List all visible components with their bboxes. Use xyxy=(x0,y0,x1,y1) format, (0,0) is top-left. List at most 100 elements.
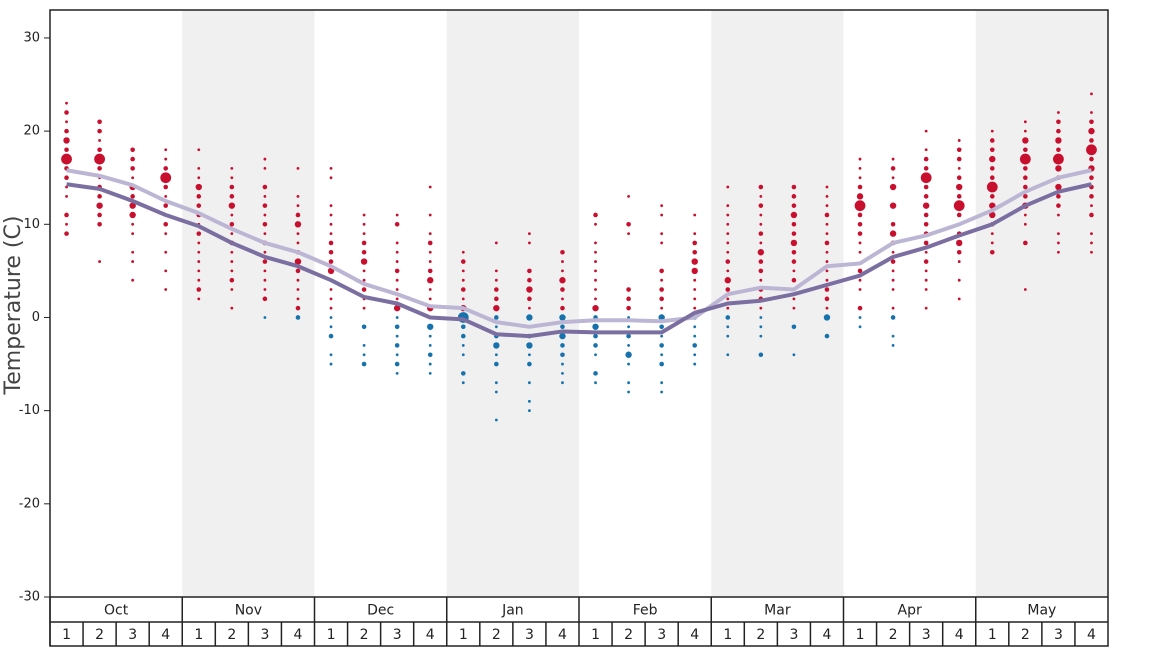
temperature-dot xyxy=(97,147,102,153)
temperature-dot xyxy=(427,277,434,284)
temperature-dot xyxy=(494,287,499,292)
temperature-dot xyxy=(758,259,764,264)
temperature-dot xyxy=(1023,166,1028,171)
temperature-dot xyxy=(295,305,301,311)
temperature-dot xyxy=(891,288,895,291)
temperature-dot xyxy=(1057,111,1060,114)
temperature-dot xyxy=(263,194,267,198)
temperature-dot xyxy=(824,333,830,339)
temperature-dot xyxy=(131,232,135,236)
temperature-dot xyxy=(461,381,465,385)
temperature-dot xyxy=(1088,127,1095,135)
temperature-dot xyxy=(726,353,730,357)
temperature-dot xyxy=(891,278,895,282)
temperature-dot xyxy=(1055,137,1062,144)
week-label: 3 xyxy=(657,627,666,643)
temperature-dot xyxy=(758,184,764,190)
temperature-dot xyxy=(362,232,366,236)
temperature-dot xyxy=(1022,137,1029,144)
temperature-dot xyxy=(329,297,333,301)
temperature-dot xyxy=(693,278,697,282)
temperature-dot xyxy=(1086,144,1097,156)
temperature-dot xyxy=(329,316,333,319)
temperature-dot xyxy=(594,278,597,282)
temperature-dot xyxy=(263,278,267,282)
temperature-dot xyxy=(361,249,367,255)
temperature-dot xyxy=(560,343,565,348)
week-label: 4 xyxy=(426,627,435,643)
temperature-dot xyxy=(295,315,301,320)
temperature-dot xyxy=(726,269,730,273)
temperature-dot xyxy=(362,269,366,273)
week-label: 4 xyxy=(558,627,567,643)
temperature-dot xyxy=(792,297,796,301)
temperature-dot xyxy=(791,222,797,227)
temperature-dot xyxy=(329,176,333,180)
temperature-dot xyxy=(956,147,962,153)
temperature-dot xyxy=(65,120,68,124)
temperature-dot xyxy=(362,344,366,347)
temperature-dot xyxy=(725,315,731,320)
temperature-dot xyxy=(561,297,564,301)
temperature-dot xyxy=(825,185,829,189)
week-label: 1 xyxy=(723,627,732,643)
temperature-dot xyxy=(726,222,730,226)
temperature-dot xyxy=(990,129,994,133)
temperature-dot xyxy=(792,269,796,273)
temperature-dot xyxy=(923,184,929,190)
temperature-dot xyxy=(923,240,929,246)
temperature-dot xyxy=(594,381,597,385)
y-tick-label: 10 xyxy=(23,217,40,232)
temperature-dot xyxy=(229,277,235,283)
temperature-dot xyxy=(97,212,102,218)
temperature-dot xyxy=(692,240,698,246)
y-tick-label: -10 xyxy=(19,403,40,418)
temperature-dot xyxy=(759,306,763,310)
temperature-dot xyxy=(626,333,631,339)
temperature-dot xyxy=(428,213,432,217)
temperature-dot xyxy=(858,166,862,170)
temperature-dot xyxy=(494,390,498,394)
temperature-dot xyxy=(759,325,763,329)
temperature-dot xyxy=(527,296,532,302)
temperature-dot xyxy=(461,297,465,301)
temperature-dot xyxy=(527,277,532,283)
temperature-dot xyxy=(759,278,763,282)
month-label: Dec xyxy=(367,603,394,619)
temperature-dot xyxy=(526,342,533,349)
temperature-dot xyxy=(560,287,565,292)
temperature-dot xyxy=(64,231,69,236)
temperature-dot xyxy=(295,212,301,218)
temperature-dot xyxy=(1053,153,1064,165)
temperature-dot xyxy=(230,176,234,180)
temperature-dot xyxy=(160,172,172,184)
temperature-dot xyxy=(296,204,300,208)
y-axis-label: Temperature (C) xyxy=(1,216,26,396)
temperature-dot xyxy=(659,343,664,348)
temperature-dot xyxy=(195,183,202,191)
temperature-dot xyxy=(228,202,236,209)
temperature-dot xyxy=(626,296,631,302)
temperature-dot xyxy=(163,166,169,171)
temperature-dot xyxy=(1089,194,1094,199)
temperature-dot xyxy=(97,222,102,227)
temperature-dot xyxy=(857,305,863,311)
temperature-dot xyxy=(1023,120,1027,124)
temperature-dot xyxy=(593,212,598,218)
temperature-dot xyxy=(1090,232,1093,236)
trend-line xyxy=(66,182,1092,339)
temperature-dot xyxy=(660,334,664,338)
temperature-dot xyxy=(65,194,68,198)
temperature-dot xyxy=(692,249,698,255)
week-label: 1 xyxy=(459,627,468,643)
week-label: 4 xyxy=(294,627,303,643)
temperature-dot xyxy=(692,343,698,348)
temperature-dot xyxy=(560,249,565,255)
temperature-dot xyxy=(262,203,268,208)
temperature-dot xyxy=(891,334,895,338)
temperature-dot xyxy=(131,278,135,282)
temperature-dot xyxy=(94,153,105,165)
temperature-dot xyxy=(130,194,135,199)
temperature-dot xyxy=(824,212,830,218)
temperature-dot xyxy=(857,184,863,190)
